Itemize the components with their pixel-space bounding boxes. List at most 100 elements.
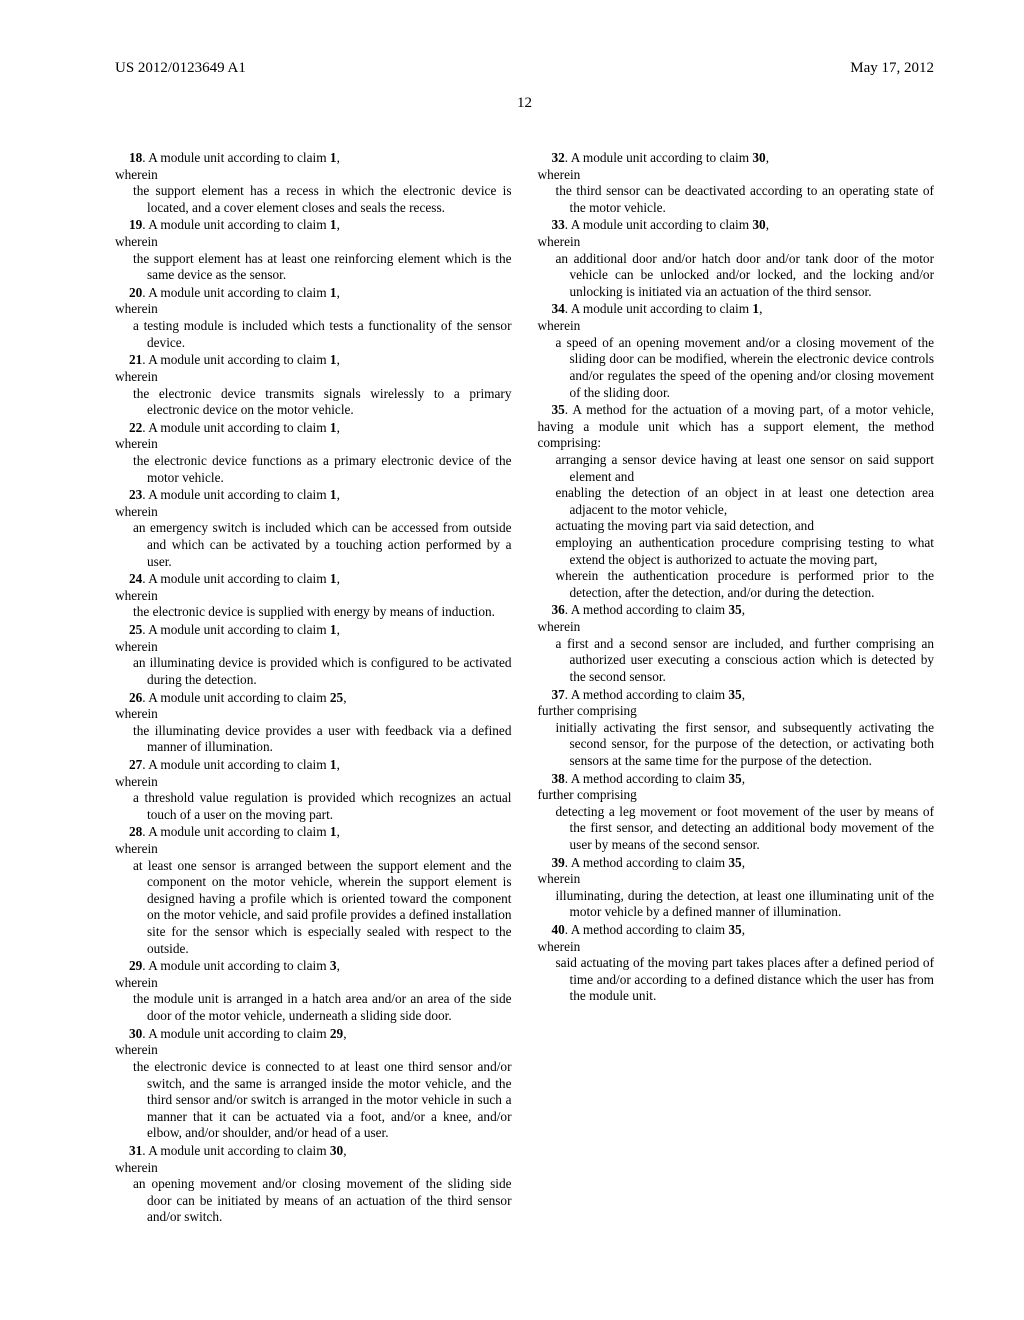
claim-head: 23. A module unit according to claim 1, [115, 487, 512, 504]
claim-sub: wherein [115, 975, 512, 992]
claim: 28. A module unit according to claim 1,w… [115, 824, 512, 957]
claim-body: a testing module is included which tests… [115, 318, 512, 351]
claim-sub: wherein [115, 301, 512, 318]
claim-sub: wherein [115, 774, 512, 791]
claim-head: 34. A module unit according to claim 1, [538, 301, 935, 318]
claim-body: an emergency switch is included which ca… [115, 520, 512, 570]
claim: 20. A module unit according to claim 1,w… [115, 285, 512, 351]
claim-sub: wherein [115, 588, 512, 605]
claim-sub: wherein [115, 706, 512, 723]
claim-sub: wherein [115, 234, 512, 251]
claim: 34. A module unit according to claim 1,w… [538, 301, 935, 401]
claim-body: the module unit is arranged in a hatch a… [115, 991, 512, 1024]
claim-head: 21. A module unit according to claim 1, [115, 352, 512, 369]
claim-step: wherein the authentication procedure is … [538, 568, 935, 601]
claim-intro: 35. A method for the actuation of a movi… [538, 402, 935, 452]
claim-head: 30. A module unit according to claim 29, [115, 1026, 512, 1043]
claim-sub: wherein [115, 504, 512, 521]
claim-sub: further comprising [538, 703, 935, 720]
claim-head: 28. A module unit according to claim 1, [115, 824, 512, 841]
claim-step: employing an authentication procedure co… [538, 535, 935, 568]
claim-body: illuminating, during the detection, at l… [538, 888, 935, 921]
claim-head: 18. A module unit according to claim 1, [115, 150, 512, 167]
claim-body: an opening movement and/or closing movem… [115, 1176, 512, 1226]
claims-body: 18. A module unit according to claim 1,w… [115, 150, 934, 1230]
claim-sub: wherein [115, 1042, 512, 1059]
claim-body: at least one sensor is arranged between … [115, 858, 512, 958]
claim-head: 29. A module unit according to claim 3, [115, 958, 512, 975]
claim: 27. A module unit according to claim 1,w… [115, 757, 512, 823]
claim: 24. A module unit according to claim 1,w… [115, 571, 512, 621]
claim: 26. A module unit according to claim 25,… [115, 690, 512, 756]
claim-sub: further comprising [538, 787, 935, 804]
claim: 37. A method according to claim 35,furth… [538, 687, 935, 770]
claim: 32. A module unit according to claim 30,… [538, 150, 935, 216]
claim: 29. A module unit according to claim 3,w… [115, 958, 512, 1024]
claim-head: 26. A module unit according to claim 25, [115, 690, 512, 707]
claim-body: the electronic device transmits signals … [115, 386, 512, 419]
claim-head: 22. A module unit according to claim 1, [115, 420, 512, 437]
claim-body: the illuminating device provides a user … [115, 723, 512, 756]
claim-body: the support element has at least one rei… [115, 251, 512, 284]
claim-head: 19. A module unit according to claim 1, [115, 217, 512, 234]
claim-step: arranging a sensor device having at leas… [538, 452, 935, 485]
claim-body: a threshold value regulation is provided… [115, 790, 512, 823]
claim-body: detecting a leg movement or foot movemen… [538, 804, 935, 854]
claim-head: 24. A module unit according to claim 1, [115, 571, 512, 588]
claim-sub: wherein [115, 1160, 512, 1177]
claim-sub: wherein [115, 841, 512, 858]
claim-sub: wherein [115, 167, 512, 184]
claim-body: the support element has a recess in whic… [115, 183, 512, 216]
claim-sub: wherein [538, 619, 935, 636]
claim: 35. A method for the actuation of a movi… [538, 402, 935, 601]
claim: 30. A module unit according to claim 29,… [115, 1026, 512, 1142]
claim-step: actuating the moving part via said detec… [538, 518, 935, 535]
claim-head: 20. A module unit according to claim 1, [115, 285, 512, 302]
claim-sub: wherein [538, 318, 935, 335]
claim-body: the electronic device is supplied with e… [115, 604, 512, 621]
claim-head: 39. A method according to claim 35, [538, 855, 935, 872]
claim-body: initially activating the first sensor, a… [538, 720, 935, 770]
claim: 33. A module unit according to claim 30,… [538, 217, 935, 300]
claim: 31. A module unit according to claim 30,… [115, 1143, 512, 1226]
claim-body: a speed of an opening movement and/or a … [538, 335, 935, 401]
claim-head: 38. A method according to claim 35, [538, 771, 935, 788]
claim-body: an additional door and/or hatch door and… [538, 251, 935, 301]
claim-head: 32. A module unit according to claim 30, [538, 150, 935, 167]
claim: 36. A method according to claim 35,where… [538, 602, 935, 685]
claim: 23. A module unit according to claim 1,w… [115, 487, 512, 570]
patent-page: US 2012/0123649 A1 May 17, 2012 12 18. A… [0, 0, 1024, 1320]
claim-head: 31. A module unit according to claim 30, [115, 1143, 512, 1160]
claim-sub: wherein [538, 167, 935, 184]
claim-body: the electronic device functions as a pri… [115, 453, 512, 486]
claim-body: the electronic device is connected to at… [115, 1059, 512, 1142]
claim-sub: wherein [115, 369, 512, 386]
claim: 18. A module unit according to claim 1,w… [115, 150, 512, 216]
claim-sub: wherein [115, 436, 512, 453]
claim-head: 27. A module unit according to claim 1, [115, 757, 512, 774]
claim: 39. A method according to claim 35,where… [538, 855, 935, 921]
claim-step: enabling the detection of an object in a… [538, 485, 935, 518]
claim: 25. A module unit according to claim 1,w… [115, 622, 512, 688]
claim-sub: wherein [538, 939, 935, 956]
claim-sub: wherein [115, 639, 512, 656]
claim-body: a first and a second sensor are included… [538, 636, 935, 686]
claim-head: 36. A method according to claim 35, [538, 602, 935, 619]
claim-head: 37. A method according to claim 35, [538, 687, 935, 704]
claim: 22. A module unit according to claim 1,w… [115, 420, 512, 486]
page-number: 12 [115, 95, 934, 112]
claim: 19. A module unit according to claim 1,w… [115, 217, 512, 283]
claim-body: the third sensor can be deactivated acco… [538, 183, 935, 216]
claim-head: 33. A module unit according to claim 30, [538, 217, 935, 234]
claim-body: an illuminating device is provided which… [115, 655, 512, 688]
claim-sub: wherein [538, 871, 935, 888]
claim-head: 40. A method according to claim 35, [538, 922, 935, 939]
claim: 38. A method according to claim 35,furth… [538, 771, 935, 854]
page-header: US 2012/0123649 A1 May 17, 2012 [115, 60, 934, 77]
claim: 21. A module unit according to claim 1,w… [115, 352, 512, 418]
claim-head: 25. A module unit according to claim 1, [115, 622, 512, 639]
claim-body: said actuating of the moving part takes … [538, 955, 935, 1005]
claim-sub: wherein [538, 234, 935, 251]
publication-number: US 2012/0123649 A1 [115, 60, 246, 77]
publication-date: May 17, 2012 [850, 60, 934, 77]
